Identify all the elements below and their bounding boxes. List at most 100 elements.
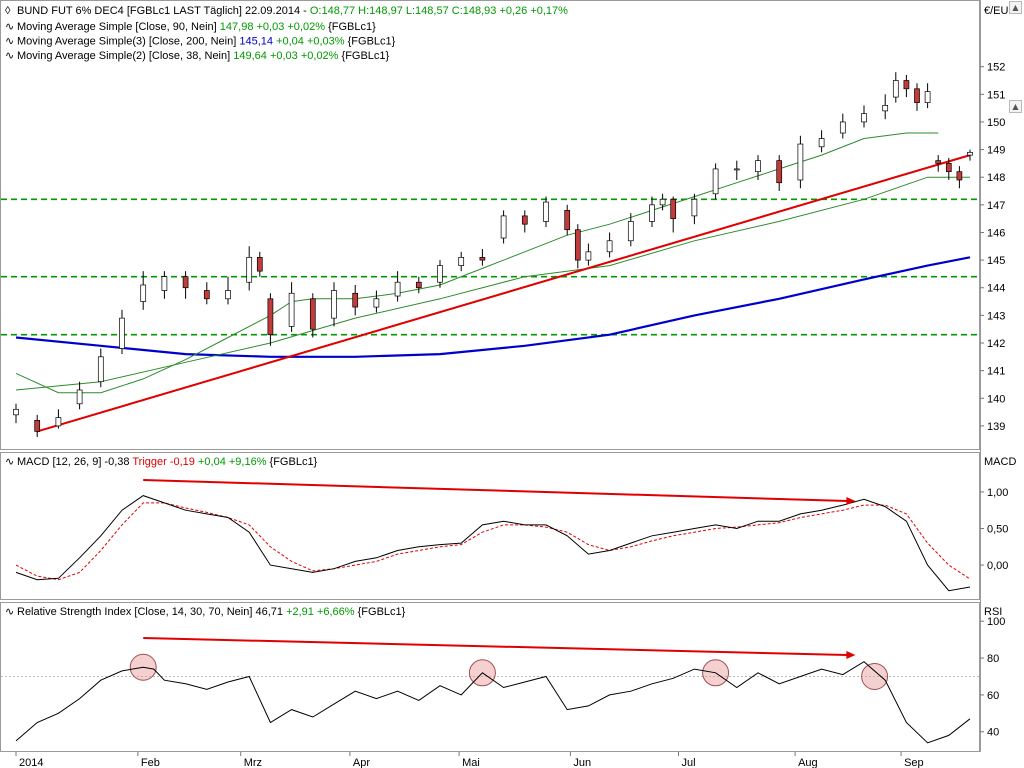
price-tick-label: 147	[987, 200, 1005, 212]
price-tick-label: 144	[987, 283, 1005, 295]
price-unit: €/EUR	[984, 5, 1016, 17]
ma2-change: +0,04 +0,03%	[273, 36, 345, 48]
macd-plot: 0,00 0,50 1,00	[15, 479, 1008, 592]
candle-up	[288, 292, 295, 327]
rsi-peak-marker	[861, 662, 889, 690]
rsi-suffix: {FGBLc1}	[355, 606, 406, 618]
candle-up	[585, 251, 592, 261]
candle-down	[574, 229, 581, 261]
price-tick-label: 143	[987, 310, 1005, 322]
price-header: ◊ BUND FUT 6% DEC4 [FGBLc1 LAST Täglich]…	[5, 5, 568, 62]
candle-down	[182, 276, 189, 289]
time-axis-label: Feb	[141, 757, 160, 768]
rsi-divergence-arrow	[143, 637, 848, 656]
panel-scroll-up-button[interactable]: ▲	[1009, 1, 1022, 14]
price-panel-frame	[0, 0, 980, 450]
price-title: BUND FUT 6% DEC4 [FGBLc1 LAST Täglich] 2…	[17, 5, 310, 17]
candle-up	[967, 151, 973, 156]
ma2-legend: Moving Average Simple(3) [Close, 200, Ne…	[17, 36, 396, 48]
time-axis-label: Jun	[573, 757, 591, 768]
price-tick-label: 152	[987, 62, 1005, 74]
candle-up	[161, 276, 168, 291]
price-tick-label: 150	[987, 117, 1005, 129]
candle-up	[892, 80, 899, 98]
ma2-label: Moving Average Simple(3) [Close, 200, Ne…	[17, 36, 239, 48]
ma1-suffix: {FGBLc1}	[325, 21, 376, 33]
ma3-suffix: {FGBLc1}	[338, 50, 389, 62]
rsi-change: +2,91 +6,66%	[286, 606, 355, 618]
candle-up	[712, 168, 719, 195]
macd-change: +0,04 +9,16%	[195, 456, 267, 468]
candle-up	[458, 256, 465, 266]
candle-down	[776, 160, 783, 184]
macd-icon: ∿	[5, 456, 14, 468]
candle-up	[659, 198, 666, 206]
svg-text:BUND FUT 6% DEC4 [FGBLc1 LAST: BUND FUT 6% DEC4 [FGBLc1 LAST Täglich] 2…	[17, 5, 568, 17]
ma-icon: ∿	[5, 50, 14, 62]
panel-scroll-up-button[interactable]: ▲	[1009, 100, 1022, 113]
macd-signal-line	[15, 502, 971, 581]
diamond-icon: ◊	[5, 5, 11, 17]
ma1-value: 147,98 +0,03 +0,02%	[220, 21, 325, 33]
candle-up	[755, 160, 761, 173]
ma90-line	[15, 176, 970, 391]
ma1-label: Moving Average Simple [Close, 90, Nein]	[17, 21, 220, 33]
price-tick-label: 139	[987, 421, 1005, 433]
rsi-axis-title: RSI	[984, 606, 1002, 618]
candle-up	[140, 284, 147, 302]
macd-panel-frame	[0, 452, 980, 600]
candle-up	[55, 417, 62, 427]
time-axis-label: Aug	[798, 757, 818, 768]
candle-up	[797, 143, 804, 181]
price-tick-label: 148	[987, 172, 1005, 184]
candle-up	[394, 281, 401, 297]
candle-up	[606, 240, 613, 253]
candle-down	[914, 88, 920, 103]
candle-down	[203, 290, 210, 300]
price-tick-label: 151	[987, 89, 1005, 101]
price-quote: O:148,77 H:148,97 L:148,57 C:148,93 +0,2…	[310, 5, 568, 17]
candle-up	[733, 168, 740, 171]
candle-up	[437, 265, 443, 283]
candle-up	[373, 298, 380, 308]
candle-down	[309, 298, 316, 330]
rsi-tick-label: 60	[987, 690, 999, 702]
rsi-line	[15, 661, 971, 744]
candle-up	[119, 317, 125, 349]
trend-line	[36, 154, 971, 433]
candle-up	[649, 204, 655, 222]
macd-line	[15, 495, 971, 592]
price-plot: 139 140 141 142 143 144 145 146 147 148 149 150 151 1…	[1, 62, 1005, 437]
candle-up	[13, 408, 19, 416]
candle-up	[331, 290, 337, 319]
rsi-plot: 40 60 80 100	[1, 616, 1005, 744]
time-axis-label: Mrz	[244, 757, 262, 768]
price-tick-label: 149	[987, 145, 1005, 157]
candle-down	[903, 80, 910, 90]
arrow-head-icon	[846, 497, 856, 505]
rsi-legend: Relative Strength Index [Close, 14, 30, …	[17, 606, 406, 618]
macd-divergence-arrow	[143, 479, 848, 502]
candle-up	[924, 91, 931, 103]
candle-down	[415, 281, 422, 289]
candle-up	[839, 121, 846, 134]
time-axis-label: Jul	[682, 757, 696, 768]
macd-axis-title: MACD	[984, 456, 1016, 468]
time-axis-label: Mai	[462, 757, 480, 768]
candle-down	[479, 256, 486, 261]
macd-trigger: Trigger -0,19	[132, 456, 195, 468]
ma200-line	[15, 256, 971, 358]
time-axis-label: 2014	[19, 757, 43, 768]
candle-up	[76, 389, 83, 405]
candle-down	[256, 256, 263, 272]
candle-up	[500, 215, 507, 239]
candle-down	[521, 215, 528, 225]
candle-up	[882, 105, 889, 112]
rsi-label: Relative Strength Index [Close, 14, 30, …	[17, 606, 286, 618]
macd-suffix: {FGBLc1}	[266, 456, 317, 468]
candle-up	[543, 201, 549, 222]
price-tick-label: 142	[987, 338, 1005, 350]
rsi-tick-label: 100	[987, 616, 1005, 628]
ma3-label: Moving Average Simple(2) [Close, 38, Nei…	[17, 50, 233, 62]
